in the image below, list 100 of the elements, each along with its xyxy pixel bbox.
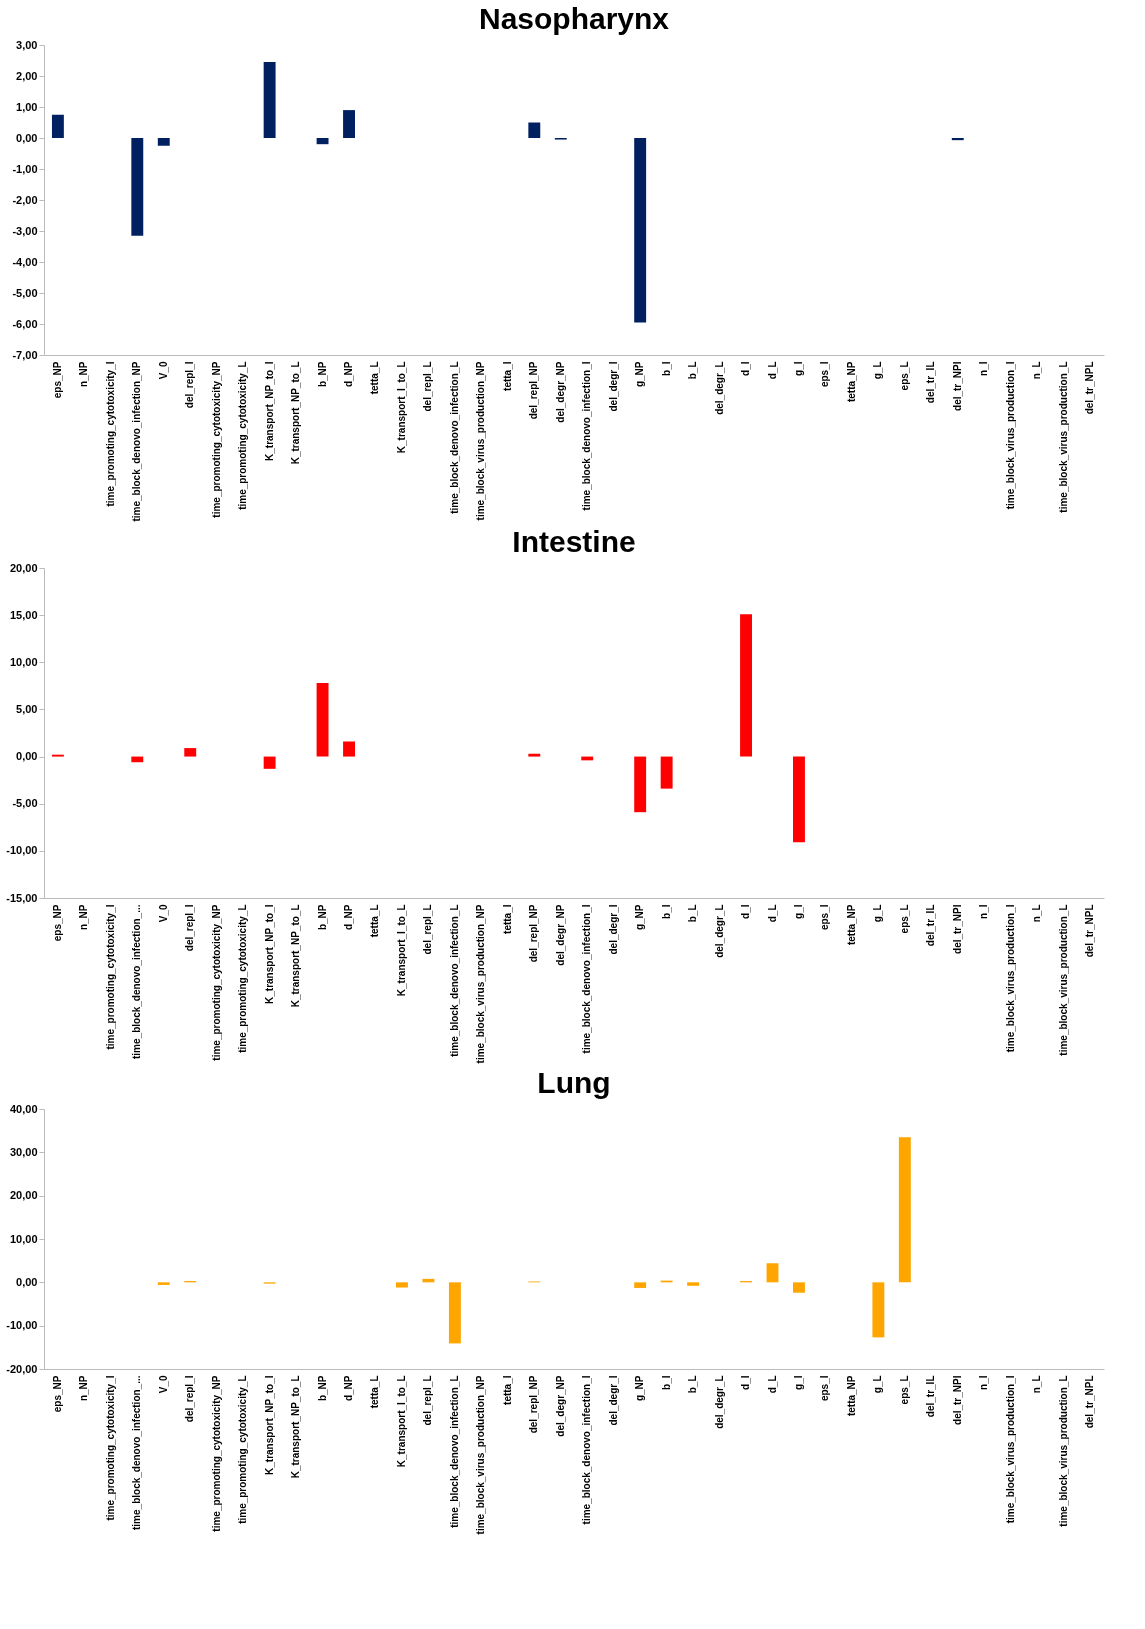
x-tick-label: time_promoting_cytotoxicity_NP — [210, 361, 222, 518]
x-tick-label: tetta_L — [369, 1375, 381, 1409]
bar — [51, 114, 64, 138]
y-tick-label: 10,00 — [9, 655, 38, 668]
x-tick-label: time_block_denovo_infection_I — [581, 361, 593, 511]
x-tick-label: time_promoting_cytotoxicity_I — [104, 361, 116, 507]
x-tick-label: g_L — [872, 1375, 884, 1394]
x-tick-label: d_L — [766, 904, 778, 923]
x-tick-label: time_block_denovo_infection_L — [448, 1375, 460, 1528]
x-tick-label: time_block_denovo_infection_L — [448, 361, 460, 514]
x-tick-label: b_NP — [316, 904, 328, 931]
x-tick-label: time_block_denovo_infection_NP — [131, 361, 143, 522]
x-tick-label: del_tr_NPL — [1084, 1375, 1096, 1429]
x-tick-label: time_promoting_cytotoxicity_NP — [210, 904, 222, 1061]
x-tick-label: del_degr_I — [607, 1375, 619, 1426]
x-tick-label: b_NP — [316, 361, 328, 388]
x-tick-label: time_block_virus_production_I — [1004, 904, 1016, 1053]
y-tick-label: 15,00 — [9, 608, 38, 621]
bar — [951, 138, 964, 141]
x-tick-label: n_I — [978, 904, 990, 919]
x-tick-label: b_NP — [316, 1375, 328, 1402]
bar — [263, 62, 276, 138]
x-tick-label: b_I — [660, 1375, 672, 1390]
x-tick-label: tetta_NP — [845, 904, 857, 946]
x-tick-label: del_repl_I — [184, 904, 196, 952]
x-tick-label: time_promoting_cytotoxicity_NP — [210, 1375, 222, 1532]
x-tick-label: del_repl_L — [422, 904, 434, 955]
x-tick-label: del_repl_L — [422, 361, 434, 412]
x-tick-label: n_NP — [78, 361, 90, 388]
x-tick-label: V_0 — [157, 1375, 169, 1394]
bar — [740, 614, 752, 757]
y-tick-label: 0,00 — [16, 750, 38, 763]
y-tick-label: -10,00 — [6, 1319, 38, 1332]
x-tick-label: eps_L — [898, 1375, 910, 1405]
x-tick-label: n_I — [978, 1375, 990, 1390]
x-tick-label: del_tr_NPI — [951, 1375, 963, 1425]
x-tick-label: d_NP — [343, 361, 355, 388]
y-tick-label: 40,00 — [9, 1102, 38, 1115]
x-tick-label: g_NP — [634, 904, 646, 931]
bar — [131, 756, 144, 763]
x-tick-label: del_repl_I — [184, 1375, 196, 1423]
y-tick-label: 5,00 — [16, 702, 38, 715]
x-tick-label: del_degr_L — [713, 361, 725, 415]
x-tick-label: eps_L — [898, 904, 910, 934]
x-tick-label: del_tr_NPI — [951, 904, 963, 954]
y-tick-label: 1,00 — [16, 100, 38, 113]
x-tick-label: eps_I — [819, 904, 831, 931]
x-tick-label: g_I — [792, 361, 804, 376]
x-tick-label: V_0 — [157, 361, 169, 380]
x-tick-label: eps_L — [898, 361, 910, 391]
x-tick-label: K_transport_I_to_L — [395, 1375, 407, 1468]
x-tick-label: g_I — [792, 1375, 804, 1390]
x-tick-label: K_transport_I_to_L — [395, 361, 407, 454]
x-tick-label: b_I — [660, 904, 672, 919]
x-tick-label: eps_NP — [51, 904, 63, 942]
x-tick-label: d_L — [766, 1375, 778, 1394]
x-tick-label: del_degr_NP — [554, 1375, 566, 1437]
x-tick-label: K_transport_NP_to_L — [290, 904, 302, 1008]
y-tick-label: -1,00 — [12, 162, 38, 175]
x-tick-label: del_tr_NPL — [1084, 361, 1096, 415]
x-tick-label: eps_I — [819, 361, 831, 388]
x-tick-label: b_I — [660, 361, 672, 376]
x-tick-label: time_promoting_cytotoxicity_L — [237, 1375, 249, 1524]
y-tick-label: 30,00 — [9, 1145, 38, 1158]
x-tick-label: tetta_L — [369, 361, 381, 395]
bar — [396, 1282, 408, 1288]
chart-title: Intestine — [512, 525, 636, 558]
x-tick-label: time_block_denovo_infection_L — [448, 904, 460, 1057]
x-tick-label: d_NP — [343, 1375, 355, 1402]
x-tick-label: g_NP — [634, 1375, 646, 1402]
x-tick-label: del_degr_L — [713, 1375, 725, 1429]
x-tick-label: time_promoting_cytotoxicity_I — [104, 1375, 116, 1521]
x-tick-label: n_L — [1031, 1375, 1043, 1394]
x-tick-label: time_block_virus_production_NP — [475, 904, 487, 1064]
y-tick-label: -2,00 — [12, 193, 38, 206]
y-tick-label: -3,00 — [12, 224, 38, 237]
x-tick-label: K_transport_NP_to_L — [290, 1375, 302, 1479]
y-tick-label: 20,00 — [9, 561, 38, 574]
x-tick-label: b_L — [687, 904, 699, 923]
bar — [687, 1282, 700, 1286]
x-tick-label: g_I — [792, 904, 804, 919]
x-tick-label: b_L — [687, 1375, 699, 1394]
x-tick-label: del_degr_I — [607, 361, 619, 412]
x-tick-label: tetta_I — [501, 361, 513, 391]
bar — [898, 1137, 911, 1283]
x-tick-label: del_degr_L — [713, 904, 725, 958]
x-tick-label: tetta_I — [501, 1375, 513, 1405]
x-tick-label: del_degr_NP — [554, 361, 566, 423]
bar — [634, 1282, 647, 1288]
x-tick-label: g_L — [872, 361, 884, 380]
y-tick-label: 20,00 — [9, 1189, 38, 1202]
x-tick-label: time_block_virus_production_L — [1057, 361, 1069, 513]
x-tick-label: del_degr_NP — [554, 904, 566, 966]
bar — [157, 1282, 170, 1285]
x-tick-label: time_block_virus_production_L — [1057, 904, 1069, 1056]
x-tick-label: eps_NP — [51, 361, 63, 399]
x-tick-label: time_block_denovo_infection_I — [581, 1375, 593, 1525]
bar — [343, 741, 355, 757]
y-tick-label: -4,00 — [12, 255, 38, 268]
x-tick-label: del_tr_NPI — [951, 361, 963, 411]
